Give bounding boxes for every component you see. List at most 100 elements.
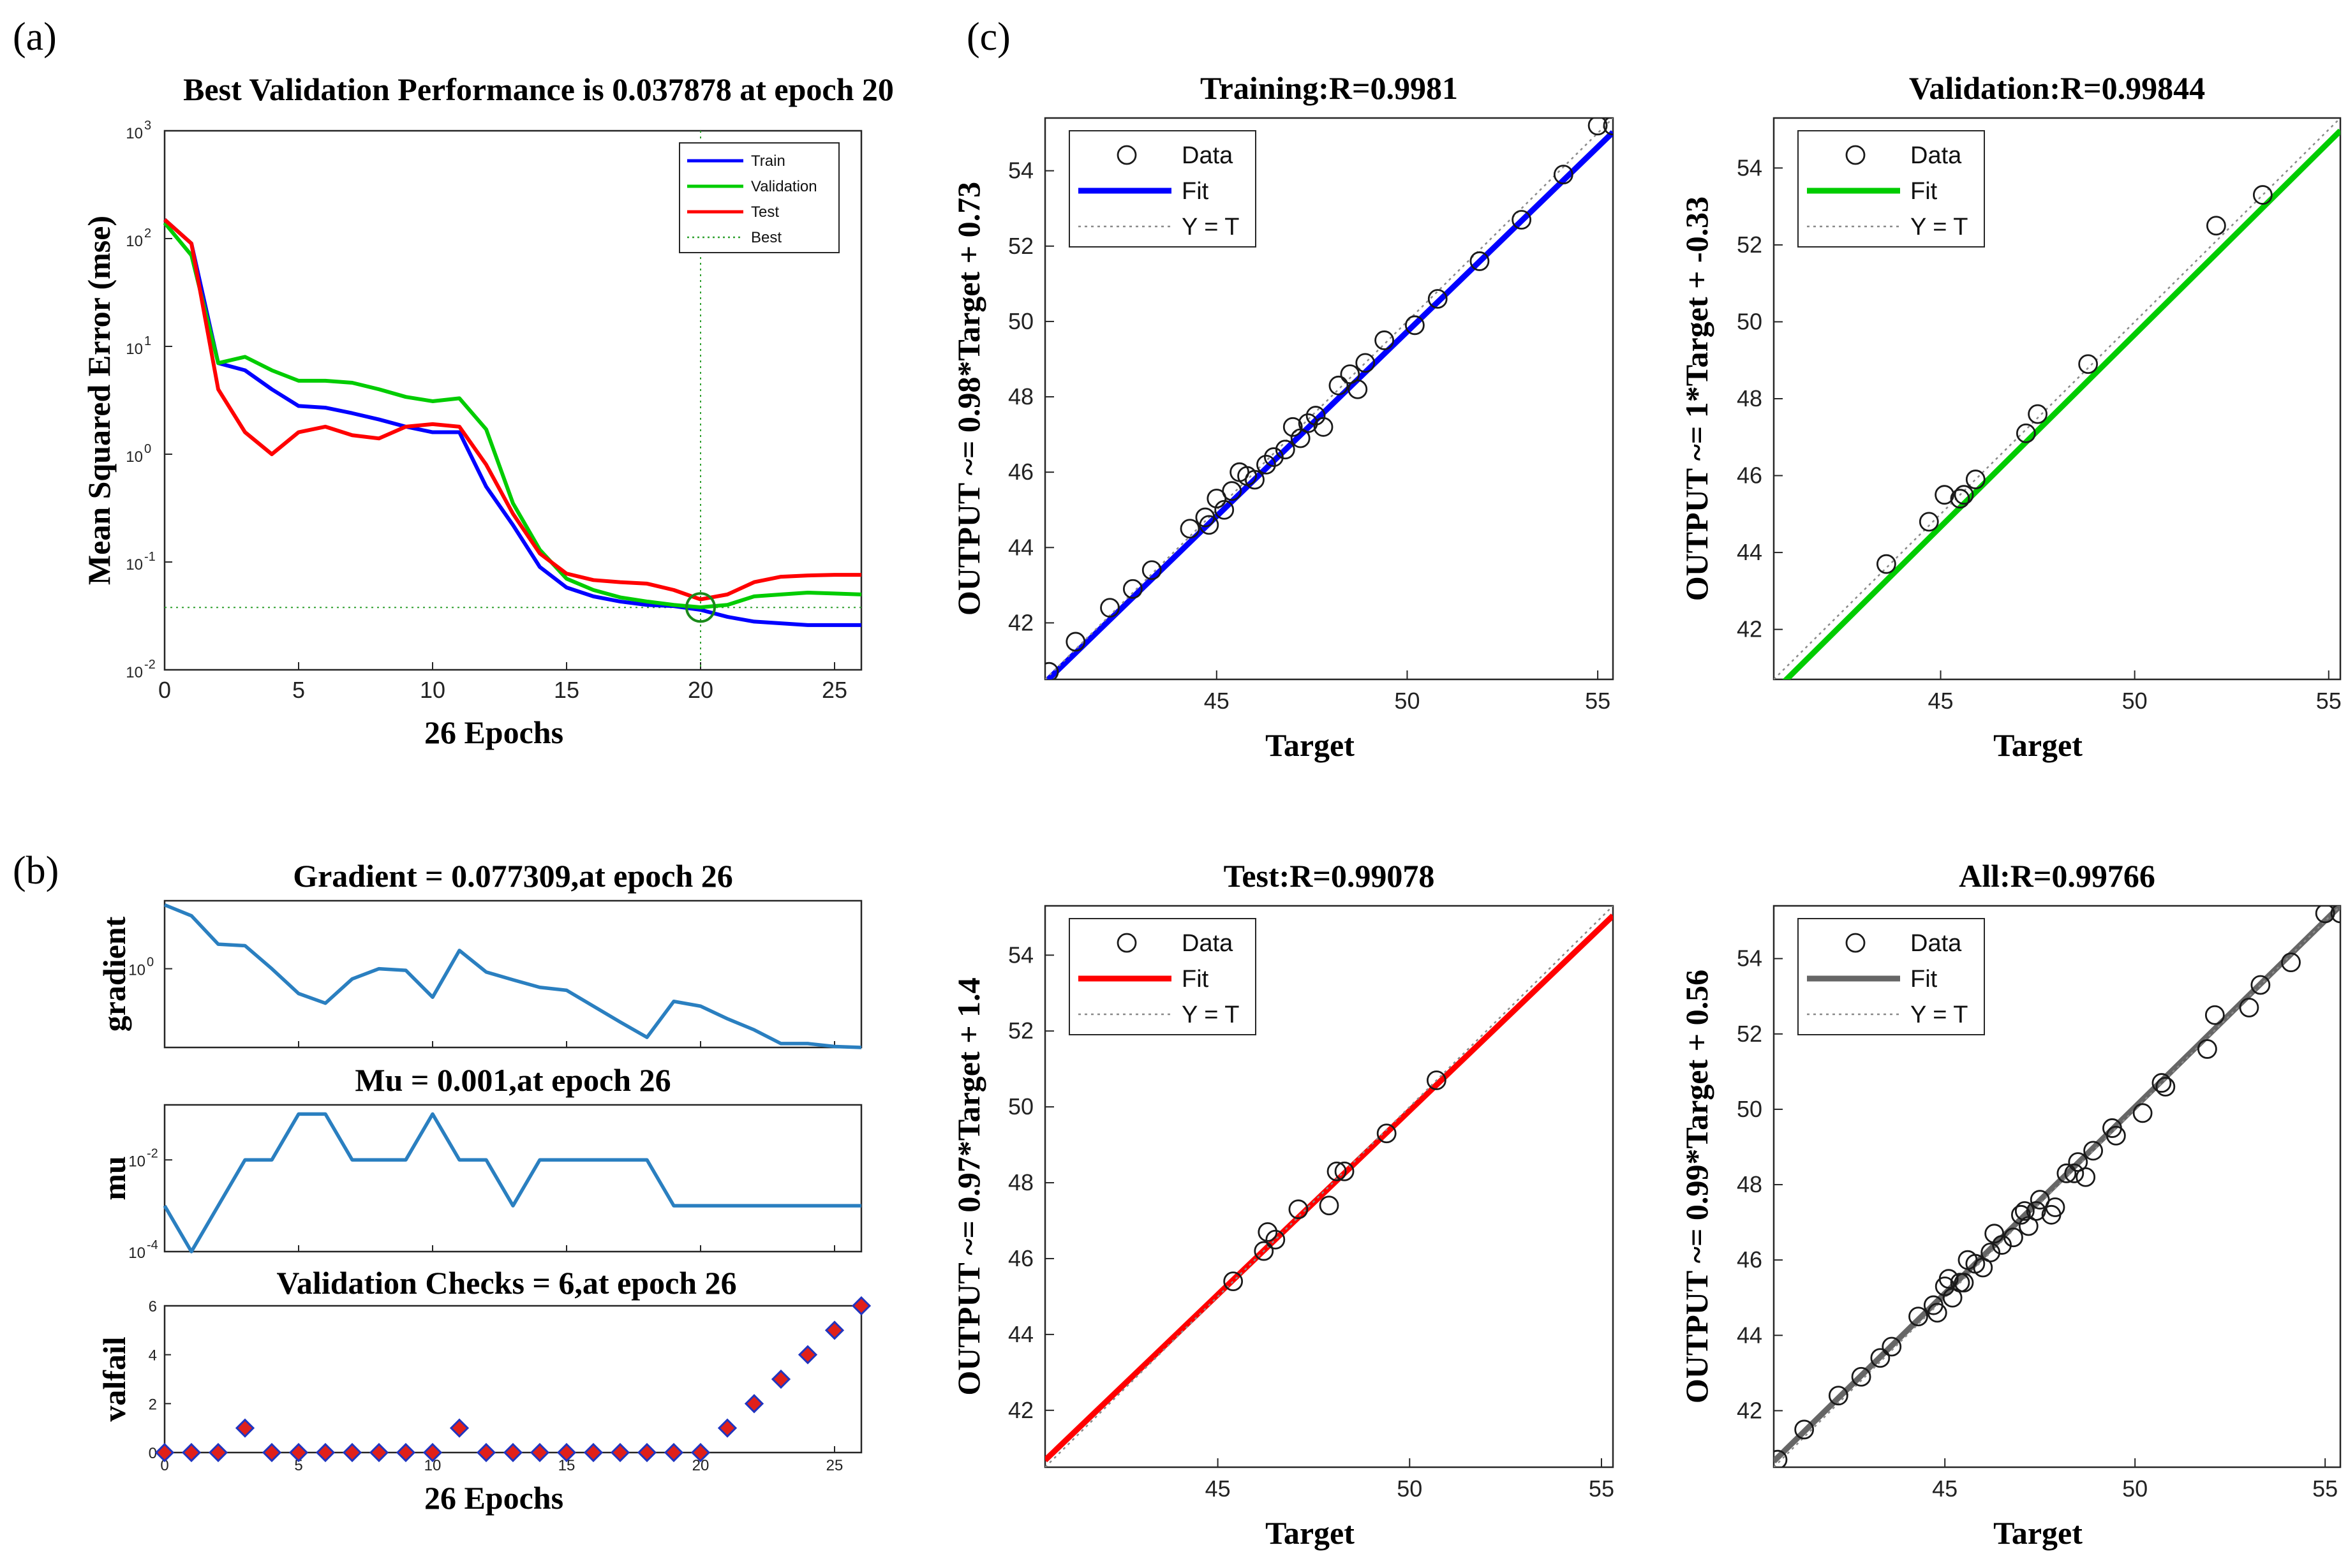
mu-title: Mu = 0.001,at epoch 26: [355, 1062, 671, 1098]
valfail-xtick-label: 0: [160, 1457, 168, 1474]
validation-legend-data-swatch: [1845, 145, 1866, 165]
test-ylabel: OUTPUT ~= 0.97*Target + 1.4: [951, 977, 986, 1395]
all-data-point: [1954, 1273, 1974, 1293]
training-legend-data-swatch: [1117, 145, 1137, 165]
validation-xtick-label: 50: [2122, 688, 2148, 714]
performance-xtick-label: 5: [292, 677, 305, 703]
valfail-title: Validation Checks = 6,at epoch 26: [276, 1265, 736, 1301]
test-identity-line: [1045, 906, 1613, 1467]
valfail-xtick-label: 5: [294, 1457, 302, 1474]
all-data-point: [1938, 1269, 1959, 1289]
all-xtick-label: 45: [1932, 1476, 1958, 1502]
test-data-point: [1319, 1195, 1339, 1216]
training-data-point: [1374, 330, 1395, 350]
all-data-point: [2010, 1204, 2031, 1225]
training-data-point: [1348, 379, 1368, 399]
performance-ytick-exponent: -1: [144, 550, 156, 564]
validation-title: Validation:R=0.99844: [1909, 70, 2205, 106]
validation-ylabel: OUTPUT ~= 1*Target + -0.33: [1679, 196, 1714, 601]
performance-ytick-exponent: 1: [144, 334, 151, 348]
valfail-point: [583, 1442, 604, 1463]
performance-ytick-base: 10: [126, 556, 143, 573]
training-title: Training:R=0.9981: [1200, 70, 1458, 106]
test-data-point: [1223, 1271, 1244, 1292]
test-data-point: [1258, 1222, 1278, 1242]
performance-ytick-exponent: 0: [144, 442, 151, 456]
test-xtick-label: 45: [1205, 1476, 1231, 1502]
all-data-point: [2132, 1103, 2153, 1123]
validation-data-point: [1919, 512, 1939, 532]
valfail-point: [288, 1442, 309, 1463]
valfail-point: [315, 1442, 336, 1463]
all-data-point: [1984, 1224, 2005, 1244]
validation-ytick-label: 52: [1737, 232, 1762, 258]
all-ytick-label: 54: [1737, 945, 1762, 972]
all-ytick-label: 44: [1737, 1322, 1762, 1348]
valfail-point: [369, 1442, 389, 1463]
legend-label-test: Test: [751, 203, 779, 221]
training-data-point: [1263, 447, 1284, 467]
validation-legend-label: Fit: [1910, 178, 1938, 205]
all-data-point: [2026, 1201, 2046, 1221]
test-legend-data-swatch: [1117, 933, 1137, 953]
test-ytick-label: 42: [1008, 1397, 1034, 1423]
valfail-ylabel: valfail: [96, 1336, 132, 1421]
performance-ylabel: Mean Squared Error (mse): [81, 216, 117, 585]
valfail-point: [556, 1442, 577, 1463]
best-marker-circle: [685, 592, 716, 623]
all-data-point: [2197, 1039, 2217, 1059]
all-data-point: [2281, 952, 2301, 972]
mu-ytick-exponent: -4: [147, 1238, 158, 1252]
test-data-point: [1288, 1199, 1309, 1220]
performance-xlabel: 26 Epochs: [424, 714, 563, 750]
all-data-point: [1774, 1449, 1788, 1467]
training-legend-label: Data: [1182, 142, 1233, 169]
validation-data-point: [2078, 354, 2099, 374]
validation-legend-label: Data: [1910, 142, 1962, 169]
valfail-xtick-label: 25: [826, 1457, 843, 1474]
training-data-point: [1100, 598, 1120, 618]
mu-ytick-base: 10: [128, 1245, 145, 1262]
validation-data-point: [2252, 185, 2273, 205]
valfail-ytick-label: 6: [149, 1298, 157, 1315]
training-legend-label: Fit: [1182, 178, 1209, 205]
all-fit-line: [1774, 906, 2340, 1464]
all-data-point: [1870, 1348, 1891, 1368]
gradient-ytick-exponent: 0: [147, 956, 154, 970]
performance-xtick-label: 10: [420, 677, 445, 703]
validation-data-point: [1954, 485, 1974, 505]
all-data-point: [2151, 1073, 2172, 1093]
all-legend-label: Fit: [1910, 966, 1938, 993]
all-ytick-label: 52: [1737, 1021, 1762, 1047]
training-data-point: [1298, 413, 1318, 433]
test-ytick-label: 52: [1008, 1017, 1034, 1044]
all-xtick-label: 50: [2122, 1476, 2148, 1502]
valfail-point: [262, 1442, 282, 1463]
test-ytick-label: 46: [1008, 1245, 1034, 1271]
training-data-point: [1180, 519, 1200, 539]
training-regression-chart: 45 50 55 42 44 46 48 50 52 54 Data Fit Y = T Training…: [951, 70, 1614, 763]
valfail-point: [851, 1296, 872, 1316]
valfail-point: [181, 1442, 202, 1463]
validation-xlabel: Target: [1993, 727, 2083, 763]
test-legend-label: Fit: [1182, 966, 1209, 993]
performance-ytick-base: 10: [126, 341, 143, 358]
training-data-point: [1199, 515, 1219, 535]
gradient-chart: 10 0 Gradient = 0.077309,at epoch 26 gradie…: [96, 858, 863, 1049]
validation-ytick-label: 46: [1737, 462, 1762, 489]
valfail-point: [530, 1442, 550, 1463]
test-regression-chart: 45 50 55 42 44 46 48 50 52 54 Data Fit Y = T Test:R=0…: [951, 858, 1614, 1551]
all-legend: Data Fit Y = T: [1797, 918, 1985, 1035]
training-ytick-label: 44: [1008, 534, 1034, 560]
test-xtick-label: 50: [1397, 1476, 1422, 1502]
valfail-point: [664, 1442, 684, 1463]
valfail-point: [235, 1418, 255, 1438]
training-data-point: [1553, 165, 1573, 184]
all-xtick-label: 55: [2312, 1476, 2338, 1502]
validation-data-point: [1950, 489, 1970, 509]
validation-data-point: [2016, 423, 2036, 443]
validation-xtick-label: 55: [2316, 688, 2342, 714]
all-data-point: [2106, 1125, 2126, 1146]
training-xtick-label: 50: [1394, 688, 1420, 714]
